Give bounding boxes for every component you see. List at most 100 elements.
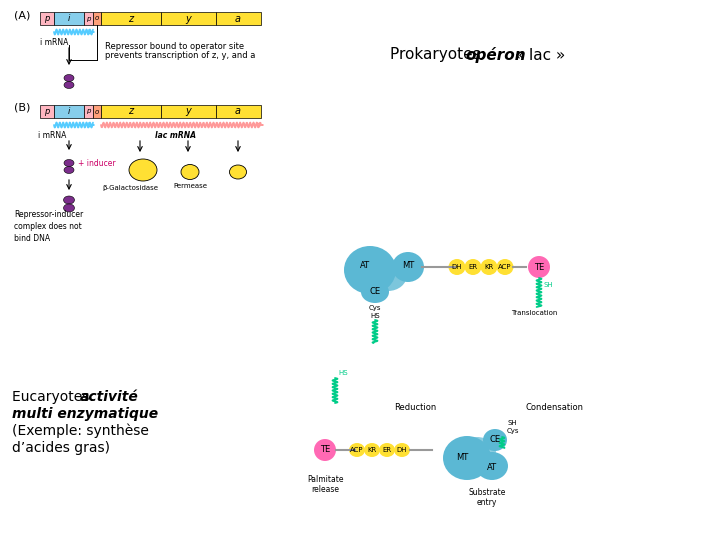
Bar [54,12,84,25]
Text: Cys: Cys [369,305,382,311]
Text: CE: CE [490,435,500,444]
Ellipse shape [230,165,246,179]
Text: Condensation: Condensation [526,403,584,413]
Text: multi enzymatique: multi enzymatique [12,407,158,421]
Text: KR: KR [485,264,494,270]
Text: Eucaryotes:: Eucaryotes: [12,390,99,404]
Ellipse shape [528,256,550,278]
Ellipse shape [379,443,395,457]
Text: CE: CE [369,287,381,296]
Text: d’acides gras): d’acides gras) [12,441,110,455]
Text: p: p [86,109,91,114]
Bar [93,105,101,118]
Text: Repressor-inducer
complex does not
bind DNA: Repressor-inducer complex does not bind … [14,210,84,242]
Text: (B): (B) [14,103,30,113]
Text: + inducer: + inducer [78,159,116,168]
Text: DH: DH [397,447,408,453]
Ellipse shape [314,439,336,461]
Text: activité: activité [80,390,139,404]
Ellipse shape [497,259,513,275]
Text: opéron: opéron [465,47,526,63]
Text: DH: DH [451,264,462,270]
Text: o: o [95,16,99,22]
Ellipse shape [476,452,508,480]
Text: Permease: Permease [173,183,207,189]
Text: MT: MT [456,454,468,462]
Bar [40,105,54,118]
Text: i: i [68,14,70,23]
Ellipse shape [480,259,498,275]
Text: Palmitate
release: Palmitate release [307,475,343,495]
Text: TE: TE [320,446,330,455]
Text: HS: HS [370,313,380,319]
Text: MT: MT [402,260,414,269]
Ellipse shape [464,259,482,275]
Ellipse shape [449,259,466,275]
Text: Translocation: Translocation [510,310,557,316]
Text: p: p [86,16,91,22]
Text: SH: SH [507,420,517,426]
Bar [161,12,216,25]
Ellipse shape [394,443,410,457]
Ellipse shape [361,281,389,303]
Ellipse shape [483,429,507,451]
Text: y: y [185,14,191,24]
Text: SH: SH [544,282,554,288]
Bar [84,12,93,25]
Text: HS: HS [338,370,348,376]
Ellipse shape [64,82,74,89]
Text: z: z [128,14,134,24]
Ellipse shape [443,436,491,480]
Text: ER: ER [382,447,392,453]
Ellipse shape [392,252,424,282]
Ellipse shape [364,443,380,457]
Text: z: z [128,106,134,117]
Text: a: a [235,106,241,117]
Text: Reduction: Reduction [394,403,436,413]
Bar [101,12,161,25]
Bar [84,105,93,118]
Text: (Exemple: synthèse: (Exemple: synthèse [12,424,149,438]
Text: p: p [45,107,50,116]
Text: ACP: ACP [350,447,364,453]
Bar [101,105,161,118]
Bar [93,12,101,25]
Text: p: p [45,14,50,23]
Text: i: i [68,107,70,116]
Text: prevents transcription of z, y, and a: prevents transcription of z, y, and a [105,51,256,60]
Text: « lac »: « lac » [510,48,565,63]
Text: Substrate
entry: Substrate entry [468,488,505,508]
Text: Repressor bound to operator site: Repressor bound to operator site [105,42,244,51]
Bar [54,105,84,118]
Text: ER: ER [469,264,477,270]
Ellipse shape [63,204,74,212]
Text: y: y [185,106,191,117]
Text: TE: TE [534,262,544,272]
Text: AT: AT [487,463,497,472]
Text: Prokaryotes:: Prokaryotes: [390,48,490,63]
Bar [161,105,216,118]
Text: (A): (A) [14,10,30,20]
Ellipse shape [349,443,365,457]
Bar [40,12,54,25]
Bar [216,12,261,25]
Ellipse shape [129,159,157,181]
Text: KR: KR [367,447,377,453]
Text: ACP: ACP [498,264,512,270]
Ellipse shape [344,246,396,294]
Ellipse shape [181,165,199,179]
Bar [216,105,261,118]
Ellipse shape [64,75,74,82]
Ellipse shape [64,166,74,173]
Ellipse shape [369,259,407,291]
Text: Cys: Cys [507,428,520,434]
Ellipse shape [458,437,496,469]
Text: AT: AT [360,260,370,269]
Text: o: o [95,109,99,114]
Text: a: a [235,14,241,24]
Text: β-Galactosidase: β-Galactosidase [102,185,158,191]
Text: i mRNA: i mRNA [38,131,66,140]
Ellipse shape [63,196,74,204]
Text: i mRNA: i mRNA [40,38,68,47]
Ellipse shape [64,159,74,166]
